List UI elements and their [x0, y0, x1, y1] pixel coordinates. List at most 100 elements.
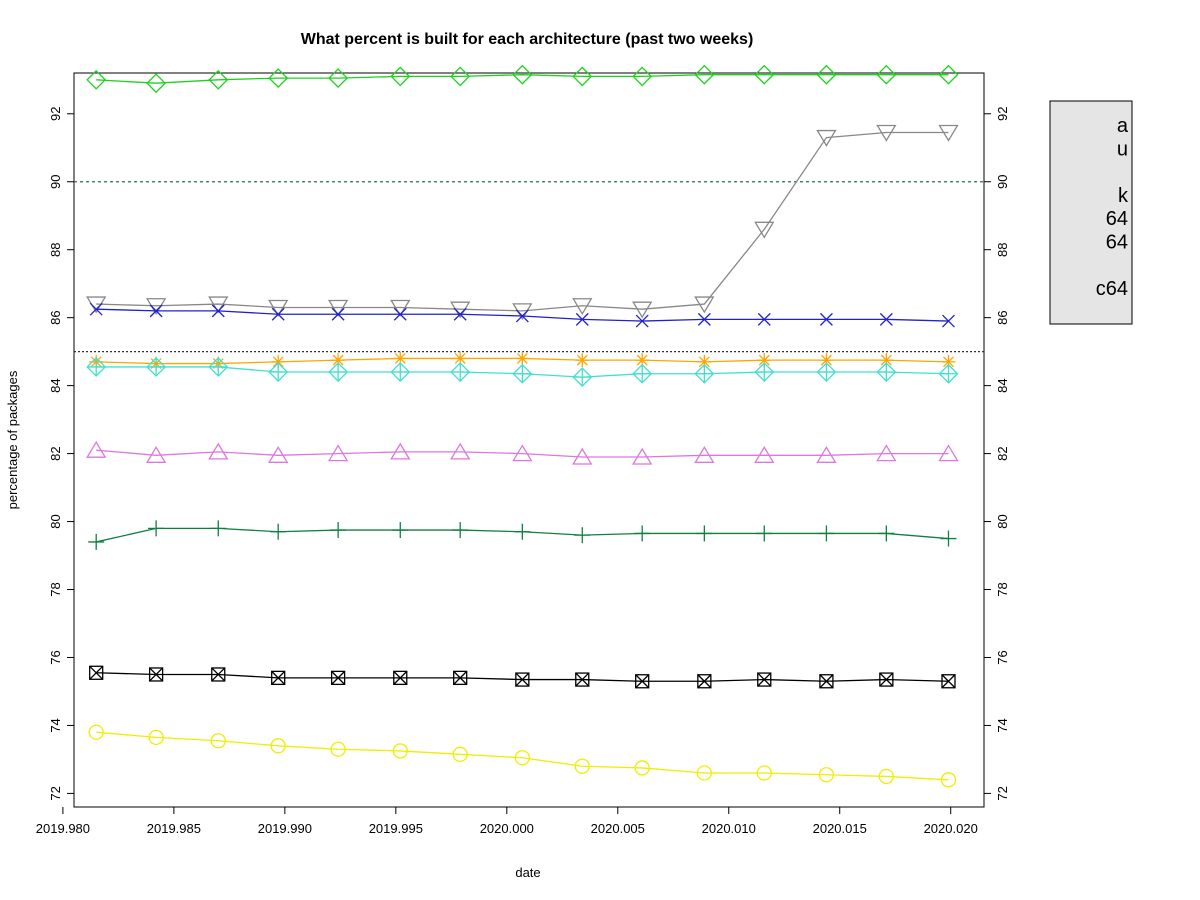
s-green-point-2 — [208, 69, 229, 90]
y-tick-label-right-1: 74 — [995, 718, 1010, 732]
s-gray-point-13 — [876, 124, 897, 142]
s-blue-point-8 — [575, 312, 589, 326]
reference-lines — [74, 181, 984, 353]
s-gray-point-3 — [268, 299, 289, 317]
x-axis: 2019.980 2019.985 2019.990 2019.995 2020.000… — [36, 807, 978, 836]
s-violet-line — [96, 449, 949, 458]
s-yellow-point-1 — [148, 729, 164, 745]
x-tick-label-0: 2019.980 — [36, 821, 90, 836]
s-turquoise-point-7 — [512, 363, 533, 384]
y-tick-label-right-9: 90 — [995, 175, 1010, 189]
s-darkgreen-point-0 — [88, 533, 105, 550]
s-blue-point-14 — [942, 314, 955, 328]
y-tick-label-right-8: 88 — [995, 242, 1010, 256]
s-darkgreen-point-12 — [818, 525, 835, 542]
s-blue-point-3 — [271, 307, 285, 321]
s-violet-point-11 — [754, 446, 775, 463]
s-darkgreen-point-10 — [696, 525, 713, 542]
s-blue-point-2 — [211, 304, 225, 318]
s-gray-point-2 — [208, 296, 229, 314]
s-green-point-1 — [146, 73, 167, 94]
s-black-point-2 — [211, 667, 226, 682]
s-violet-point-3 — [268, 446, 289, 463]
series-s-blue — [89, 302, 955, 328]
s-darkgreen-point-9 — [634, 525, 651, 542]
s-gray-point-11 — [754, 221, 775, 239]
y-tick-label-right-2: 76 — [995, 650, 1010, 664]
s-gray-point-14 — [938, 124, 959, 142]
x-tick-label-4: 2020.000 — [480, 821, 534, 836]
y-tick-label-left-6: 84 — [48, 378, 63, 392]
s-darkgreen-point-1 — [148, 520, 165, 537]
s-blue-point-10 — [697, 312, 711, 326]
y-tick-label-right-4: 80 — [995, 514, 1010, 528]
y-tick-label-right-3: 78 — [995, 582, 1010, 596]
s-green-point-14 — [938, 64, 959, 85]
s-orange-point-7 — [515, 351, 530, 366]
s-darkgreen-point-4 — [330, 522, 347, 539]
s-orange-point-6 — [453, 351, 468, 366]
s-blue-point-4 — [331, 307, 345, 321]
s-turquoise-point-11 — [754, 362, 775, 382]
s-darkgreen-point-14 — [940, 530, 957, 547]
s-green-point-7 — [512, 64, 533, 85]
s-yellow-point-14 — [940, 772, 957, 788]
s-yellow-point-0 — [88, 724, 104, 740]
s-violet-point-10 — [694, 446, 715, 463]
s-darkgreen-point-2 — [210, 520, 227, 537]
s-violet-point-6 — [450, 442, 471, 460]
s-green-point-4 — [328, 68, 349, 89]
s-green-point-9 — [632, 66, 653, 87]
s-violet-point-8 — [572, 447, 593, 465]
s-black-point-1 — [148, 667, 164, 682]
legend-entry-5: 64 — [1106, 232, 1128, 254]
s-gray-point-4 — [327, 299, 349, 317]
series-s-gray — [86, 124, 959, 321]
x-tick-label-8: 2020.020 — [924, 821, 978, 836]
s-green-point-0 — [86, 69, 107, 90]
s-green-point-12 — [816, 64, 837, 85]
y-tick-label-left-5: 82 — [48, 446, 63, 460]
s-green-point-10 — [694, 64, 715, 85]
s-darkgreen-point-13 — [878, 525, 895, 542]
series-s-turquoise — [86, 357, 959, 388]
y-tick-label-right-10: 92 — [995, 107, 1010, 121]
s-orange-point-8 — [575, 353, 590, 368]
s-darkgreen-point-5 — [392, 522, 409, 539]
s-gray-point-9 — [632, 301, 653, 319]
s-blue-point-9 — [635, 314, 649, 328]
s-gray-line — [96, 131, 949, 312]
legend-entry-0: a — [1117, 115, 1129, 137]
s-black-point-5 — [393, 670, 408, 686]
legend-entry-3: k — [1118, 185, 1129, 207]
s-black-point-10 — [697, 674, 712, 689]
s-yellow-point-12 — [818, 767, 835, 783]
s-violet-point-5 — [390, 442, 411, 460]
s-green-point-8 — [572, 66, 593, 87]
y-tick-label-right-7: 86 — [995, 310, 1010, 324]
y-tick-label-left-0: 72 — [48, 786, 63, 800]
s-black-point-12 — [819, 674, 834, 689]
y-axis-label: percentage of packages — [5, 370, 20, 509]
s-turquoise-point-9 — [632, 363, 653, 384]
s-black-point-0 — [89, 665, 104, 680]
s-yellow-point-7 — [514, 750, 530, 766]
s-darkgreen-point-3 — [270, 523, 287, 540]
x-tick-label-1: 2019.985 — [147, 821, 201, 836]
y-tick-label-right-5: 82 — [995, 446, 1010, 460]
s-yellow-point-10 — [696, 765, 712, 781]
s-yellow-point-4 — [330, 741, 346, 757]
y-tick-label-left-9: 90 — [48, 175, 63, 189]
s-yellow-point-9 — [634, 760, 650, 776]
s-yellow-point-11 — [756, 765, 772, 781]
s-black-point-8 — [575, 672, 590, 687]
x-tick-label-5: 2020.005 — [591, 821, 645, 836]
s-turquoise-point-8 — [572, 367, 593, 388]
y-tick-label-right-6: 84 — [995, 378, 1010, 392]
s-gray-point-12 — [816, 129, 837, 147]
s-darkgreen-point-8 — [574, 527, 591, 544]
s-blue-point-5 — [393, 307, 407, 321]
x-tick-label-7: 2020.015 — [813, 821, 867, 836]
s-orange-point-5 — [393, 351, 408, 366]
